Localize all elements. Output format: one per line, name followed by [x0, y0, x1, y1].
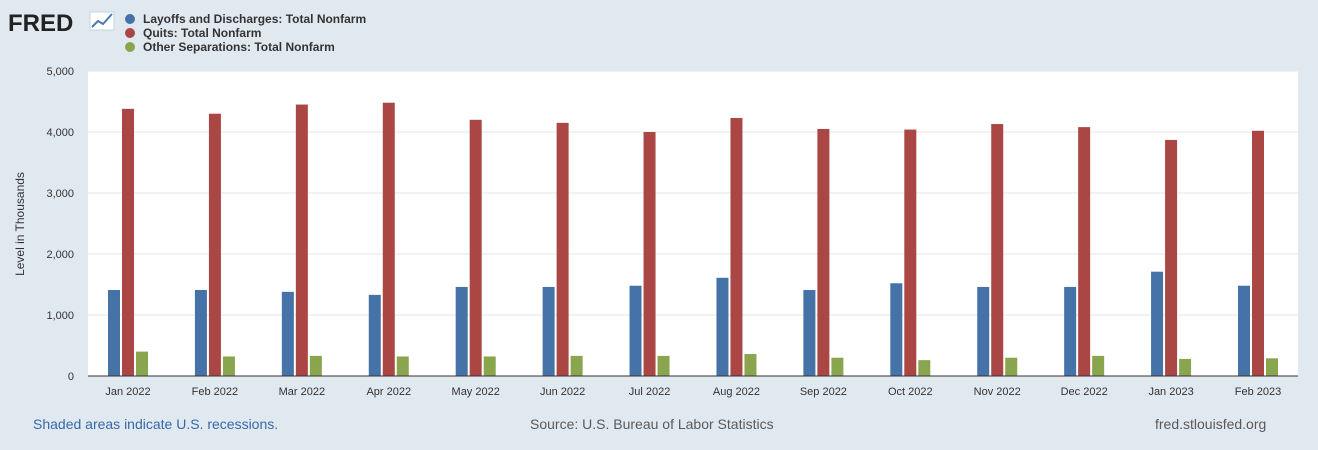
- bar-quits[interactable]: [122, 108, 134, 376]
- bar-layoffs[interactable]: [977, 286, 990, 376]
- y-tick-label: 0: [68, 371, 74, 383]
- x-tick-label: May 2022: [452, 386, 500, 398]
- bar-layoffs[interactable]: [716, 277, 729, 376]
- bar-quits[interactable]: [469, 119, 482, 377]
- bar-quits[interactable]: [1252, 130, 1264, 376]
- y-axis-label: Level in Thousands: [13, 172, 27, 276]
- bar-other-separations[interactable]: [918, 360, 931, 376]
- bar-quits[interactable]: [208, 113, 221, 376]
- bar-quits[interactable]: [1078, 127, 1091, 377]
- fred-logo-text: FRED: [8, 10, 73, 37]
- bar-other-separations[interactable]: [831, 357, 844, 376]
- x-tick-label: Jan 2022: [105, 386, 150, 398]
- bar-other-separations[interactable]: [1005, 357, 1018, 376]
- y-tick-label: 3,000: [46, 188, 74, 200]
- x-tick-label: Apr 2022: [366, 386, 411, 398]
- bar-other-separations[interactable]: [657, 355, 670, 376]
- fred-logo-chart-icon: [89, 11, 115, 31]
- bar-other-separations[interactable]: [136, 351, 148, 376]
- x-tick-label: Oct 2022: [888, 386, 933, 398]
- bar-other-separations[interactable]: [744, 354, 757, 376]
- y-tick-label: 1,000: [46, 310, 74, 322]
- bar-layoffs[interactable]: [281, 291, 294, 376]
- bar-quits[interactable]: [1165, 139, 1178, 376]
- bar-layoffs[interactable]: [1238, 285, 1250, 376]
- legend-label[interactable]: Layoffs and Discharges: Total Nonfarm: [143, 12, 366, 26]
- bar-quits[interactable]: [556, 122, 569, 376]
- y-tick-label: 4,000: [46, 127, 74, 139]
- bar-layoffs[interactable]: [194, 289, 207, 376]
- x-tick-label: Sep 2022: [800, 386, 847, 398]
- bar-layoffs[interactable]: [890, 283, 903, 376]
- bar-quits[interactable]: [730, 117, 743, 376]
- bar-layoffs[interactable]: [1151, 271, 1164, 376]
- bar-layoffs[interactable]: [108, 289, 120, 376]
- bar-other-separations[interactable]: [222, 356, 235, 376]
- bars: [108, 102, 1278, 377]
- bar-quits[interactable]: [643, 132, 656, 376]
- x-tick-label: Jun 2022: [540, 386, 585, 398]
- bar-other-separations[interactable]: [1092, 355, 1105, 376]
- bar-layoffs[interactable]: [1064, 286, 1077, 376]
- x-axis-ticks: Jan 2022 Feb 2022 Mar 2022 Apr 2022 May 2022…: [105, 386, 1281, 398]
- bar-layoffs[interactable]: [368, 294, 381, 376]
- bar-layoffs[interactable]: [455, 286, 468, 376]
- x-tick-label: Dec 2022: [1061, 386, 1108, 398]
- bar-quits[interactable]: [904, 129, 917, 376]
- bar-other-separations[interactable]: [1266, 358, 1278, 376]
- fred-url-link[interactable]: fred.stlouisfed.org: [1155, 416, 1267, 432]
- bar-other-separations[interactable]: [309, 355, 322, 376]
- bar-layoffs[interactable]: [542, 286, 555, 376]
- plot-area: [88, 71, 1298, 376]
- x-tick-label: Feb 2023: [1235, 386, 1281, 398]
- x-tick-label: Jul 2022: [629, 386, 671, 398]
- legend-marker: [125, 14, 135, 24]
- bar-quits[interactable]: [382, 102, 395, 376]
- bar-other-separations[interactable]: [570, 355, 583, 376]
- x-tick-label: Nov 2022: [974, 386, 1021, 398]
- bar-other-separations[interactable]: [483, 356, 496, 376]
- y-axis-ticks: 0 1,000 2,000 3,000 4,000 5,000: [46, 66, 74, 383]
- legend-label[interactable]: Quits: Total Nonfarm: [143, 26, 261, 40]
- recession-note-link[interactable]: Shaded areas indicate U.S. recessions.: [33, 416, 279, 432]
- bar-quits[interactable]: [991, 124, 1004, 376]
- bar-quits[interactable]: [817, 128, 830, 376]
- y-tick-label: 2,000: [46, 249, 74, 261]
- source-text: Source: U.S. Bureau of Labor Statistics: [530, 416, 774, 432]
- fred-logo[interactable]: FRED: [8, 10, 115, 37]
- y-tick-label: 5,000: [46, 66, 74, 78]
- legend-marker: [125, 42, 135, 52]
- bar-quits[interactable]: [295, 104, 308, 377]
- bar-other-separations[interactable]: [1179, 358, 1192, 376]
- bar-layoffs[interactable]: [629, 285, 642, 376]
- x-tick-label: Jan 2023: [1148, 386, 1193, 398]
- legend-marker: [125, 28, 135, 38]
- bar-layoffs[interactable]: [803, 289, 816, 376]
- x-tick-label: Mar 2022: [279, 386, 325, 398]
- legend-label[interactable]: Other Separations: Total Nonfarm: [143, 40, 335, 54]
- bar-other-separations[interactable]: [396, 356, 409, 376]
- legend: Layoffs and Discharges: Total NonfarmQui…: [125, 12, 366, 54]
- x-tick-label: Aug 2022: [713, 386, 760, 398]
- x-tick-label: Feb 2022: [192, 386, 238, 398]
